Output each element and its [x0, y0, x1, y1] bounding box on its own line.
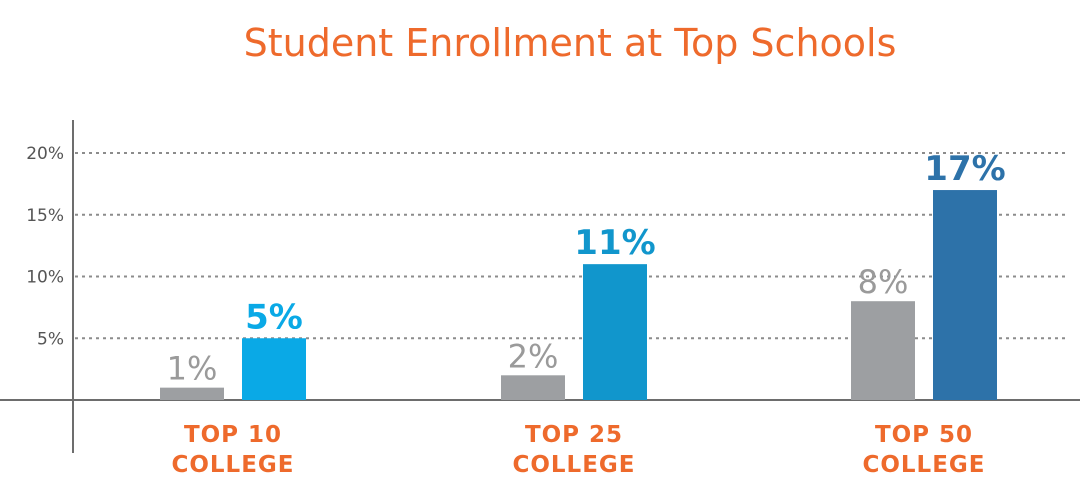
- bar: [851, 301, 915, 400]
- category-label: TOP 50: [875, 422, 973, 448]
- y-tick-label: 15%: [26, 206, 64, 226]
- y-ticks: 5% 10% 15% 20%: [26, 144, 64, 349]
- data-label: 2%: [508, 337, 559, 375]
- data-label: 11%: [574, 223, 655, 263]
- axes: [0, 120, 1080, 453]
- category-label: COLLEGE: [512, 452, 635, 478]
- category-label: COLLEGE: [862, 452, 985, 478]
- data-label: 17%: [924, 149, 1005, 189]
- category-labels: TOP 10 COLLEGE TOP 25 COLLEGE TOP 50 COLLEGE: [171, 422, 985, 478]
- bar: [160, 387, 224, 400]
- category-label: COLLEGE: [171, 452, 294, 478]
- bar: [583, 264, 647, 400]
- data-label: 1%: [167, 350, 218, 388]
- y-tick-label: 5%: [37, 329, 64, 349]
- category-label: TOP 10: [184, 422, 282, 448]
- bar: [933, 190, 997, 400]
- bar: [501, 375, 565, 400]
- bar: [242, 338, 306, 400]
- bars: [160, 190, 997, 400]
- category-label: TOP 25: [525, 422, 623, 448]
- grid: [75, 152, 1068, 340]
- data-label: 8%: [858, 263, 909, 301]
- data-labels: 1% 5% 2% 11% 8% 17%: [167, 149, 1006, 388]
- chart-title: Student Enrollment at Top Schools: [244, 21, 897, 65]
- y-tick-label: 20%: [26, 144, 64, 164]
- y-tick-label: 10%: [26, 268, 64, 288]
- data-label: 5%: [245, 297, 303, 337]
